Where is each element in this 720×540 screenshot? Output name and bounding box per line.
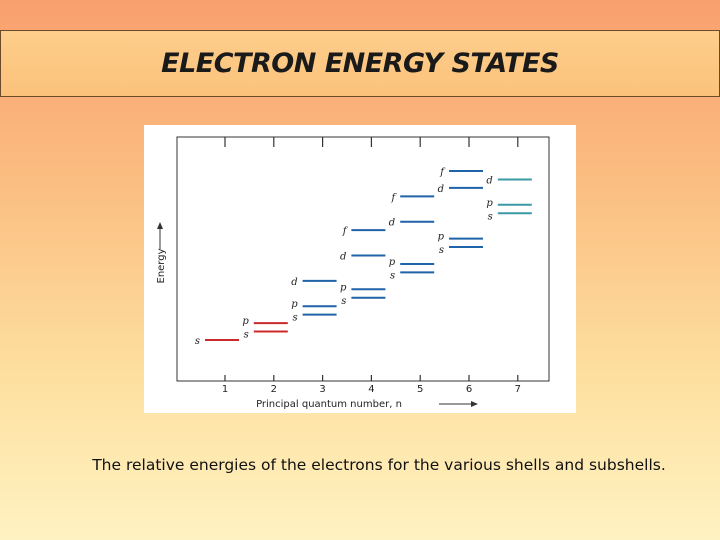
x-tick-label: 3 bbox=[319, 384, 325, 395]
x-axis-label: Principal quantum number, n bbox=[256, 399, 402, 410]
level-label-3s: s bbox=[292, 313, 297, 324]
energy-level-diagram: 1 2 3 4 5 6 7 Principal quantum number, n Energy… bbox=[144, 125, 576, 413]
level-label-4d: d bbox=[340, 252, 346, 263]
level-label-7d: d bbox=[486, 175, 492, 186]
level-label-4p: p bbox=[340, 282, 347, 293]
level-label-3d: d bbox=[291, 277, 297, 288]
level-label-2p: p bbox=[242, 316, 249, 327]
y-axis-arrow-head bbox=[157, 222, 163, 229]
x-tick-label: 1 bbox=[222, 384, 228, 395]
level-label-4f: f bbox=[342, 226, 349, 237]
level-label-5f: f bbox=[390, 192, 397, 203]
level-label-5s: s bbox=[390, 270, 395, 281]
x-tick-label: 7 bbox=[515, 384, 521, 395]
y-axis-label: Energy bbox=[156, 248, 167, 283]
level-label-6p: p bbox=[438, 232, 445, 243]
level-label-6f: f bbox=[439, 167, 446, 178]
plot-frame bbox=[176, 136, 550, 382]
level-label-6d: d bbox=[438, 184, 444, 195]
level-label-7s: s bbox=[488, 211, 493, 222]
level-label-2s: s bbox=[244, 330, 249, 341]
slide-title: ELECTRON ENERGY STATES bbox=[161, 48, 559, 79]
x-tick-label: 4 bbox=[368, 384, 374, 395]
figure-caption: The relative energies of the electrons f… bbox=[92, 456, 666, 474]
level-label-1s: s bbox=[195, 336, 200, 347]
energy-diagram-svg: 1 2 3 4 5 6 7 Principal quantum number, n Energy… bbox=[156, 136, 550, 410]
x-axis-arrow-head bbox=[471, 401, 478, 407]
level-label-5d: d bbox=[389, 218, 395, 229]
x-tick-label: 6 bbox=[466, 384, 472, 395]
x-tick-label: 2 bbox=[271, 384, 277, 395]
level-label-4s: s bbox=[341, 296, 346, 307]
level-label-6s: s bbox=[439, 245, 444, 256]
level-label-3p: p bbox=[291, 299, 298, 310]
x-tick-label: 5 bbox=[417, 384, 423, 395]
level-label-7p: p bbox=[486, 198, 493, 209]
title-banner: ELECTRON ENERGY STATES bbox=[0, 30, 720, 97]
level-label-5p: p bbox=[389, 257, 396, 268]
